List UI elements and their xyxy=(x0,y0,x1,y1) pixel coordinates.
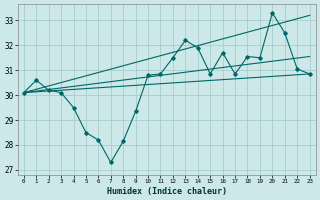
X-axis label: Humidex (Indice chaleur): Humidex (Indice chaleur) xyxy=(107,187,227,196)
